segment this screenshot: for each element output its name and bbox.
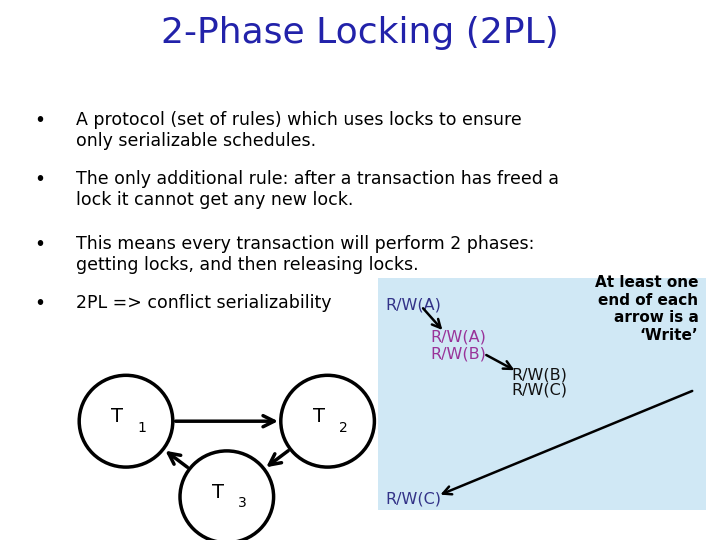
Text: R/W(C): R/W(C) xyxy=(511,382,567,397)
Ellipse shape xyxy=(281,375,374,467)
Text: R/W(A): R/W(A) xyxy=(431,330,487,345)
Text: This means every transaction will perform 2 phases:
getting locks, and then rele: This means every transaction will perfor… xyxy=(76,235,534,274)
Text: T: T xyxy=(313,407,325,427)
FancyBboxPatch shape xyxy=(378,278,706,510)
Text: •: • xyxy=(34,170,45,189)
Text: 2-Phase Locking (2PL): 2-Phase Locking (2PL) xyxy=(161,16,559,50)
Text: At least one
end of each
arrow is a
‘Write’: At least one end of each arrow is a ‘Wri… xyxy=(595,275,698,342)
Text: A protocol (set of rules) which uses locks to ensure
only serializable schedules: A protocol (set of rules) which uses loc… xyxy=(76,111,521,150)
Text: 1: 1 xyxy=(138,421,146,435)
Text: •: • xyxy=(34,294,45,313)
Text: T: T xyxy=(112,407,123,427)
Text: R/W(A): R/W(A) xyxy=(385,298,441,313)
Text: 2: 2 xyxy=(339,421,348,435)
Text: R/W(B): R/W(B) xyxy=(511,368,567,383)
Ellipse shape xyxy=(79,375,173,467)
Ellipse shape xyxy=(180,451,274,540)
Text: •: • xyxy=(34,111,45,130)
Text: 2PL => conflict serializability: 2PL => conflict serializability xyxy=(76,294,331,312)
Text: R/W(C): R/W(C) xyxy=(385,492,441,507)
Text: The only additional rule: after a transaction has freed a
lock it cannot get any: The only additional rule: after a transa… xyxy=(76,170,559,209)
Text: T: T xyxy=(212,483,224,502)
Text: R/W(B): R/W(B) xyxy=(431,346,487,361)
Text: 3: 3 xyxy=(238,496,247,510)
Text: •: • xyxy=(34,235,45,254)
